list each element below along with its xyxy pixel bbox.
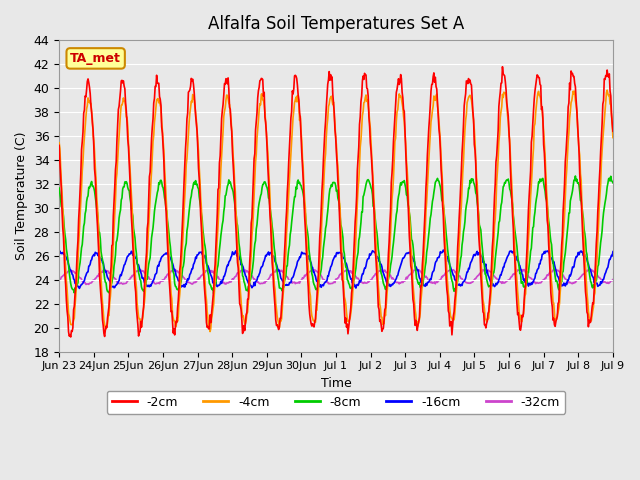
- -4cm: [223, 92, 230, 98]
- -8cm: [223, 188, 230, 193]
- -4cm: [250, 192, 258, 197]
- -2cm: [121, 86, 129, 92]
- -32cm: [271, 269, 279, 275]
- -32cm: [425, 277, 433, 283]
- -32cm: [609, 277, 617, 283]
- Line: -8cm: -8cm: [59, 176, 613, 294]
- -8cm: [609, 180, 617, 186]
- -4cm: [271, 287, 279, 292]
- Y-axis label: Soil Temperature (C): Soil Temperature (C): [15, 132, 28, 260]
- -8cm: [210, 291, 218, 297]
- -8cm: [271, 251, 279, 257]
- -2cm: [609, 128, 617, 134]
- -32cm: [550, 266, 557, 272]
- -16cm: [223, 264, 230, 270]
- Line: -32cm: -32cm: [59, 269, 613, 284]
- -8cm: [55, 185, 63, 191]
- -8cm: [394, 198, 402, 204]
- -4cm: [609, 135, 617, 141]
- -4cm: [120, 98, 128, 104]
- -32cm: [55, 277, 63, 283]
- -32cm: [394, 279, 402, 285]
- -16cm: [425, 279, 433, 285]
- -2cm: [223, 76, 230, 82]
- -2cm: [250, 156, 258, 161]
- Text: TA_met: TA_met: [70, 52, 121, 65]
- -4cm: [55, 140, 63, 146]
- Line: -4cm: -4cm: [59, 90, 613, 332]
- -32cm: [82, 281, 90, 287]
- -16cm: [76, 286, 83, 291]
- Line: -2cm: -2cm: [59, 67, 613, 337]
- -4cm: [425, 156, 433, 162]
- Title: Alfalfa Soil Temperatures Set A: Alfalfa Soil Temperatures Set A: [208, 15, 464, 33]
- -16cm: [394, 273, 402, 278]
- Line: -16cm: -16cm: [59, 250, 613, 288]
- -32cm: [121, 281, 129, 287]
- -16cm: [440, 247, 447, 253]
- -8cm: [120, 184, 128, 190]
- Legend: -2cm, -4cm, -8cm, -16cm, -32cm: -2cm, -4cm, -8cm, -16cm, -32cm: [107, 391, 565, 414]
- -2cm: [67, 334, 74, 340]
- -8cm: [572, 173, 579, 179]
- -2cm: [425, 125, 433, 131]
- -32cm: [223, 280, 230, 286]
- -16cm: [271, 259, 279, 264]
- -32cm: [250, 277, 258, 283]
- -2cm: [394, 81, 402, 86]
- -16cm: [121, 262, 129, 267]
- -16cm: [609, 249, 617, 254]
- -8cm: [425, 231, 433, 237]
- -2cm: [499, 64, 506, 70]
- -4cm: [604, 87, 611, 93]
- -16cm: [55, 251, 63, 256]
- -2cm: [271, 304, 279, 310]
- -4cm: [394, 107, 402, 112]
- -16cm: [250, 279, 258, 285]
- -4cm: [206, 329, 214, 335]
- X-axis label: Time: Time: [321, 377, 351, 390]
- -2cm: [55, 143, 63, 148]
- -8cm: [250, 248, 258, 254]
